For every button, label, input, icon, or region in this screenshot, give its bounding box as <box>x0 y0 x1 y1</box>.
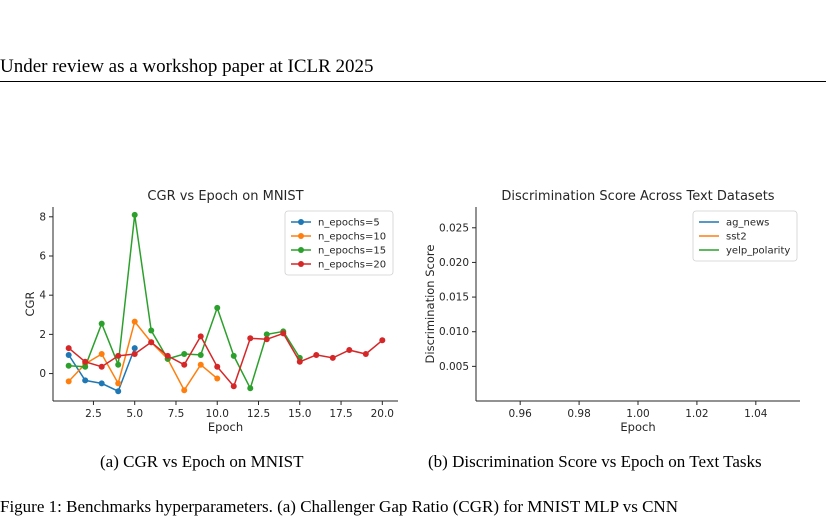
legend-marker <box>298 247 304 253</box>
data-point <box>197 361 204 368</box>
data-point <box>115 352 122 359</box>
data-point <box>65 362 72 369</box>
data-point <box>181 387 188 394</box>
x-tick-label: 20.0 <box>371 408 394 420</box>
data-point <box>65 351 72 358</box>
data-point <box>230 352 237 359</box>
data-point <box>98 363 105 370</box>
discrimination-chart: Discrimination Score Across Text Dataset… <box>423 189 800 434</box>
data-point <box>65 378 72 385</box>
data-point <box>131 350 138 357</box>
y-tick-label: 0.025 <box>439 222 469 234</box>
y-tick-label: 0.010 <box>439 326 469 338</box>
y-tick-label: 8 <box>39 211 46 223</box>
data-point <box>247 385 254 392</box>
data-point <box>115 361 122 368</box>
data-point <box>214 375 221 382</box>
data-point <box>181 361 188 368</box>
legend-label: n_epochs=10 <box>318 232 386 243</box>
data-point <box>164 352 171 359</box>
data-point <box>98 380 105 387</box>
y-tick-label: 0.005 <box>439 361 469 373</box>
data-point <box>247 335 254 342</box>
x-axis-label: Epoch <box>620 420 655 434</box>
x-axis-label: Epoch <box>208 420 243 434</box>
legend-label: n_epochs=5 <box>318 218 380 229</box>
x-tick-label: 2.5 <box>85 408 102 420</box>
data-point <box>131 318 138 325</box>
legend-marker <box>298 261 304 267</box>
data-point <box>65 345 72 352</box>
legend-marker <box>298 219 304 225</box>
data-point <box>115 388 122 395</box>
data-point <box>115 380 122 387</box>
legend-label: sst2 <box>726 232 747 243</box>
y-tick-label: 4 <box>39 290 46 302</box>
y-tick-label: 2 <box>39 329 46 341</box>
x-tick-label: 12.5 <box>247 408 270 420</box>
figure-caption: Figure 1: Benchmarks hyperparameters. (a… <box>0 497 678 516</box>
y-tick-label: 6 <box>39 250 46 262</box>
data-point <box>82 363 89 370</box>
series-line <box>68 319 218 392</box>
data-point <box>98 350 105 357</box>
data-point <box>263 336 270 343</box>
data-point <box>148 339 155 346</box>
data-point <box>346 347 353 354</box>
data-point <box>82 377 89 384</box>
chart-title: CGR vs Epoch on MNIST <box>147 189 303 204</box>
legend-box <box>692 210 798 262</box>
legend-marker <box>298 233 304 239</box>
y-axis-label: Discrimination Score <box>423 245 437 364</box>
data-point <box>181 350 188 357</box>
x-tick-label: 1.02 <box>685 408 708 420</box>
legend-label: n_epochs=15 <box>318 246 386 257</box>
data-point <box>362 350 369 357</box>
x-tick-label: 5.0 <box>126 408 143 420</box>
data-point <box>263 331 270 338</box>
data-point <box>379 337 386 344</box>
x-tick-label: 0.96 <box>508 408 532 420</box>
legend-box <box>284 210 394 276</box>
caption-a: (a) CGR vs Epoch on MNIST <box>100 452 304 471</box>
y-tick-label: 0.015 <box>439 292 469 304</box>
legend-label: n_epochs=20 <box>318 260 386 271</box>
x-tick-label: 15.0 <box>288 408 311 420</box>
data-point <box>329 354 336 361</box>
data-point <box>131 345 138 352</box>
x-tick-label: 1.04 <box>744 408 768 420</box>
data-point <box>214 363 221 370</box>
chart-title: Discrimination Score Across Text Dataset… <box>501 189 774 204</box>
cgr-chart: CGR vs Epoch on MNIST 2.5 5.0 7.5 10.0 12.5 15… <box>23 189 398 434</box>
y-tick-label: 0 <box>39 368 46 380</box>
data-point <box>313 351 320 358</box>
x-tick-label: 7.5 <box>168 408 185 420</box>
x-tick-label: 17.5 <box>329 408 352 420</box>
data-point <box>280 330 287 337</box>
data-point <box>197 351 204 358</box>
data-point <box>98 320 105 327</box>
y-tick-label: 0.020 <box>439 257 469 269</box>
data-point <box>148 327 155 334</box>
x-tick-label: 0.98 <box>567 408 590 420</box>
caption-b: (b) Discrimination Score vs Epoch on Tex… <box>428 452 762 471</box>
data-point <box>131 211 138 218</box>
data-point <box>214 304 221 311</box>
x-tick-label: 1.00 <box>626 408 649 420</box>
legend-label: yelp_polarity <box>726 246 790 257</box>
x-tick-label: 10.0 <box>206 408 229 420</box>
data-point <box>296 358 303 365</box>
data-point <box>82 358 89 365</box>
y-axis-label: CGR <box>23 292 37 317</box>
running-header: Under review as a workshop paper at ICLR… <box>0 56 374 77</box>
data-point <box>230 383 237 390</box>
data-point <box>197 333 204 340</box>
legend-label: ag_news <box>726 218 769 229</box>
header-rule <box>0 81 826 82</box>
